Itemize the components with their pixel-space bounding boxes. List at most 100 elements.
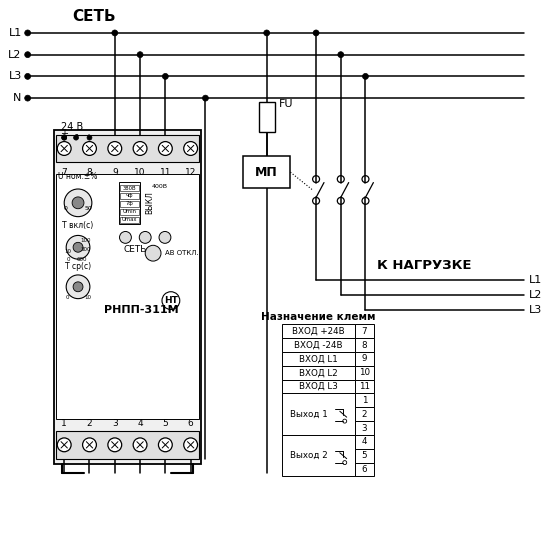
Bar (56, 174, 198, 419)
Bar (354, 421, 375, 435)
Bar (120, 193, 139, 199)
Circle shape (73, 282, 83, 292)
Text: 400В: 400В (152, 184, 168, 189)
Text: ВЫКЛ: ВЫКЛ (146, 191, 154, 215)
Text: НТ: НТ (164, 296, 178, 305)
Bar (120, 185, 139, 191)
Bar (354, 379, 375, 393)
Text: 1: 1 (61, 419, 67, 427)
Circle shape (184, 438, 197, 452)
Text: ВХОД L1: ВХОД L1 (299, 355, 338, 363)
Circle shape (264, 30, 270, 36)
Circle shape (313, 30, 319, 36)
Text: L2: L2 (8, 50, 22, 60)
Text: 100: 100 (81, 238, 91, 243)
Bar (56, 135, 198, 162)
Text: ВХОД L2: ВХОД L2 (299, 368, 338, 377)
Text: L1: L1 (9, 28, 22, 38)
Circle shape (133, 142, 147, 155)
Text: 300: 300 (81, 247, 91, 252)
Text: 6: 6 (188, 419, 193, 427)
Text: L1: L1 (528, 275, 541, 285)
Circle shape (163, 73, 169, 79)
Text: ВХОД +24В: ВХОД +24В (292, 327, 344, 336)
Text: 10: 10 (85, 295, 92, 300)
Circle shape (87, 135, 92, 140)
Circle shape (338, 52, 344, 58)
Circle shape (57, 438, 71, 452)
Bar (354, 352, 375, 366)
Text: 9: 9 (112, 168, 118, 177)
Circle shape (145, 245, 161, 261)
Bar (54, 130, 201, 464)
Text: -: - (74, 129, 78, 139)
Text: К НАГРУЗКЕ: К НАГРУЗКЕ (377, 259, 472, 272)
Circle shape (120, 231, 131, 243)
Text: 0: 0 (67, 257, 70, 261)
Text: АВ ОТКЛ.: АВ ОТКЛ. (165, 250, 199, 256)
Circle shape (64, 189, 92, 217)
Circle shape (82, 438, 96, 452)
Text: РНПП-311М: РНПП-311М (104, 306, 178, 315)
Circle shape (73, 243, 83, 252)
Bar (281, 435, 354, 476)
Bar (354, 449, 375, 462)
Text: чф: чф (126, 194, 133, 198)
Text: 7: 7 (362, 327, 367, 336)
Bar (281, 393, 354, 435)
Bar (281, 352, 354, 366)
Bar (354, 462, 375, 476)
Bar (281, 379, 354, 393)
Circle shape (112, 30, 118, 36)
Circle shape (25, 73, 30, 79)
Text: 5: 5 (362, 451, 367, 460)
Circle shape (25, 52, 30, 58)
Text: +: + (60, 129, 68, 139)
Text: U ном.±%: U ном.±% (59, 171, 98, 181)
Circle shape (133, 438, 147, 452)
Text: L3: L3 (528, 305, 541, 314)
Text: 8: 8 (87, 168, 92, 177)
Circle shape (66, 275, 90, 299)
Bar (281, 324, 354, 338)
Circle shape (66, 236, 90, 259)
Bar (119, 182, 140, 224)
Bar (120, 209, 139, 215)
Circle shape (62, 135, 67, 140)
Text: N: N (14, 93, 22, 103)
Text: 7: 7 (61, 168, 67, 177)
Circle shape (184, 142, 197, 155)
Text: 4: 4 (362, 437, 367, 446)
Text: 12: 12 (185, 168, 196, 177)
Circle shape (25, 95, 30, 101)
Text: ВХОД L3: ВХОД L3 (299, 382, 338, 391)
Text: 8: 8 (362, 341, 367, 350)
Bar (259, 102, 275, 132)
Text: 10: 10 (64, 248, 72, 254)
Text: 10: 10 (134, 168, 146, 177)
Text: 4: 4 (137, 419, 143, 427)
Circle shape (74, 135, 79, 140)
Text: Umin: Umin (122, 209, 137, 214)
Bar (354, 407, 375, 421)
Circle shape (108, 438, 122, 452)
Circle shape (62, 135, 67, 140)
Text: 1: 1 (362, 396, 367, 405)
Circle shape (159, 231, 171, 243)
Text: 0: 0 (66, 295, 69, 300)
Text: Т вкл(с): Т вкл(с) (62, 221, 94, 230)
Text: L3: L3 (9, 71, 22, 81)
Text: 0: 0 (63, 206, 67, 211)
Bar (354, 366, 375, 379)
Text: 5: 5 (163, 419, 168, 427)
Text: Выход 2: Выход 2 (291, 451, 328, 460)
Text: 10: 10 (359, 368, 370, 377)
Bar (243, 156, 291, 188)
Text: FU: FU (279, 99, 293, 109)
Bar (354, 338, 375, 352)
Circle shape (108, 142, 122, 155)
Circle shape (158, 142, 172, 155)
Text: Umax: Umax (121, 217, 137, 222)
Text: 600: 600 (77, 257, 87, 261)
Circle shape (158, 438, 172, 452)
